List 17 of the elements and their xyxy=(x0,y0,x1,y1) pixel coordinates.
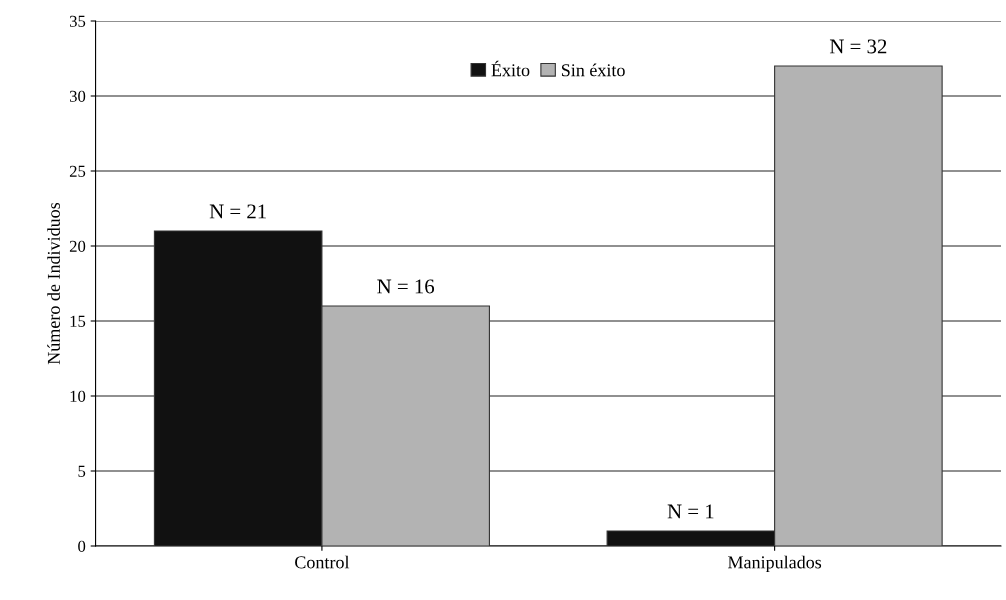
y-tick-label: 15 xyxy=(70,315,86,327)
data-label: N = 32 xyxy=(829,39,887,54)
y-tick-label: 20 xyxy=(69,240,86,252)
y-tick-label: 5 xyxy=(78,465,86,477)
data-label: N = 16 xyxy=(377,279,435,294)
data-label: N = 1 xyxy=(667,504,714,519)
y-axis-title: Número de Individuos xyxy=(47,202,60,365)
y-tick-label: 35 xyxy=(69,15,86,27)
y-tick-label: 30 xyxy=(69,90,86,102)
y-tick-label: 10 xyxy=(70,390,86,402)
data-label: N = 21 xyxy=(209,204,266,219)
legend-label: Sin éxito xyxy=(561,63,625,77)
y-tick-label: 0 xyxy=(78,540,86,552)
legend-label: Éxito xyxy=(491,60,530,77)
x-tick-label: Control xyxy=(295,555,350,569)
y-tick-label: 25 xyxy=(69,165,86,177)
x-tick-label: Manipulados xyxy=(728,555,822,573)
